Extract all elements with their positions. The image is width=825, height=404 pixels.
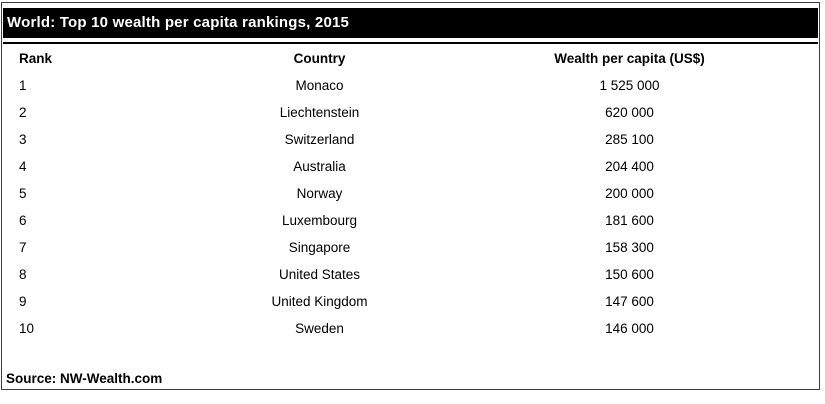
cell-wealth: 158 300 [605,240,654,255]
cell-rank: 9 [19,294,27,309]
cell-wealth: 147 600 [605,294,654,309]
source-note: Source: NW-Wealth.com [6,371,163,386]
table-row: 7 Singapore 158 300 [3,234,818,261]
cell-country: Switzerland [284,132,355,147]
table-row: 8 United States 150 600 [3,261,818,288]
cell-rank: 6 [19,213,27,228]
cell-country: Australia [293,159,346,174]
cell-country: United States [278,267,361,282]
cell-wealth: 200 000 [605,186,654,201]
cell-country: Singapore [288,240,351,255]
table-row: 4 Australia 204 400 [3,153,818,180]
table-row: 10 Sweden 146 000 [3,315,818,342]
cell-wealth: 620 000 [605,105,654,120]
table-row: 5 Norway 200 000 [3,180,818,207]
table-row: 9 United Kingdom 147 600 [3,288,818,315]
column-header-rank: Rank [19,50,53,66]
title-divider [3,42,818,44]
cell-country: Sweden [295,321,344,336]
cell-rank: 8 [19,267,27,282]
cell-wealth: 150 600 [605,267,654,282]
title-bar: World: Top 10 wealth per capita rankings… [3,8,818,38]
cell-country: Liechtenstein [279,105,360,120]
cell-wealth: 181 600 [605,213,654,228]
column-header-wealth: Wealth per capita (US$) [554,50,705,66]
column-header-country: Country [293,50,346,66]
table-row: 6 Luxembourg 181 600 [3,207,818,234]
cell-rank: 4 [19,159,27,174]
table-body: 1 Monaco 1 525 000 2 Liechtenstein 620 000 3 Sw… [3,72,818,342]
cell-rank: 5 [19,186,27,201]
cell-country: Luxembourg [281,213,358,228]
table-row: 3 Switzerland 285 100 [3,126,818,153]
table-frame: World: Top 10 wealth per capita rankings… [1,2,820,390]
cell-country: Monaco [295,78,344,93]
cell-country: United Kingdom [271,294,368,309]
cell-wealth: 146 000 [605,321,654,336]
table-header-row: Rank Country Wealth per capita (US$) [3,44,818,72]
cell-wealth: 1 525 000 [599,78,660,93]
table-row: 1 Monaco 1 525 000 [3,72,818,99]
chart-title: World: Top 10 wealth per capita rankings… [7,14,350,31]
cell-rank: 7 [19,240,27,255]
table-row: 2 Liechtenstein 620 000 [3,99,818,126]
cell-rank: 3 [19,132,27,147]
cell-rank: 10 [19,321,35,336]
cell-rank: 2 [19,105,27,120]
cell-country: Norway [296,186,343,201]
cell-wealth: 204 400 [605,159,654,174]
cell-wealth: 285 100 [605,132,654,147]
rankings-table: Rank Country Wealth per capita (US$) 1 Mo… [3,44,818,342]
cell-rank: 1 [19,78,27,93]
